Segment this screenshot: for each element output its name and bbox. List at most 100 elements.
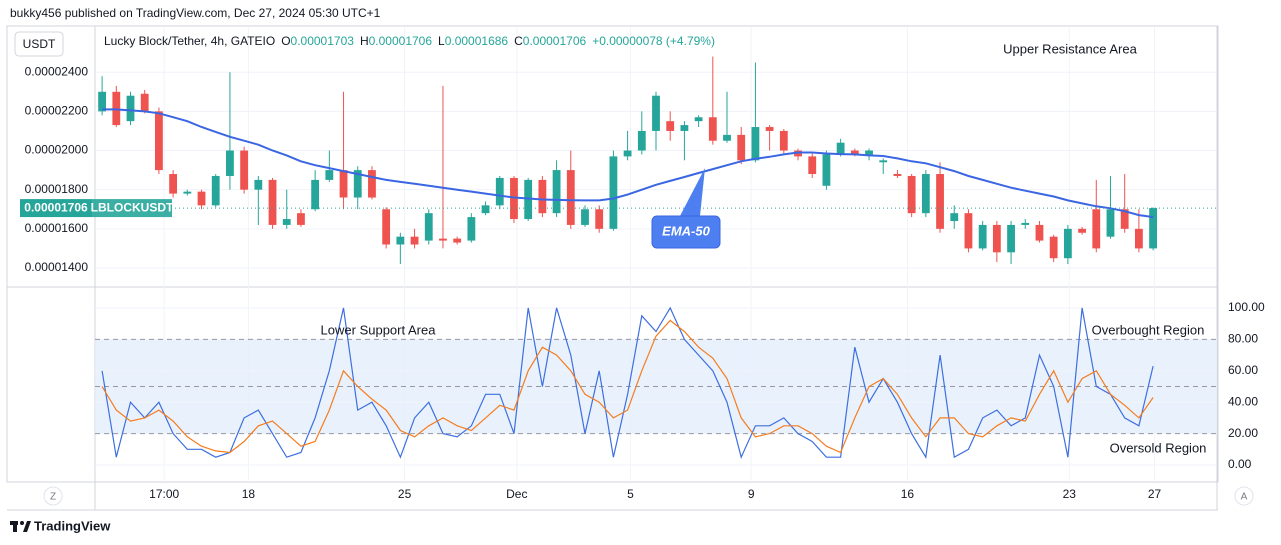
candle-body <box>297 213 305 225</box>
legend: Lucky Block/Tether, 4h, GATEIO O 0.0000170… <box>104 34 715 48</box>
logo-part <box>20 521 24 525</box>
candle-body <box>907 175 916 214</box>
candle-body <box>1021 222 1030 225</box>
price-badge <box>20 199 92 218</box>
y-tick-label: 0.00 <box>1228 457 1252 471</box>
y-tick-label: 0.00001800 <box>25 182 89 196</box>
ticker-label: LBLOCKUSDT <box>91 200 174 214</box>
callout-box <box>651 215 721 249</box>
legend-item: L <box>438 34 445 48</box>
candle-body <box>1149 208 1157 249</box>
legend-item: C <box>514 34 523 48</box>
annotation: Lower Support Area <box>321 322 437 337</box>
candle-body <box>1078 228 1086 233</box>
x-tick-label: 27 <box>1148 487 1162 501</box>
candle-body <box>737 134 746 161</box>
y-tick-label: 0.00002400 <box>25 64 89 78</box>
currency-box[interactable] <box>14 31 64 57</box>
y-tick-label: 0.00002000 <box>25 143 89 157</box>
candle-body <box>779 130 788 151</box>
legend-item: O <box>281 34 290 48</box>
candle-body <box>680 125 689 131</box>
price-badge-label: 0.00001706 <box>24 200 88 214</box>
candle-body <box>1134 228 1143 249</box>
legend-item: 0.00001706 <box>523 34 587 48</box>
grid-layer <box>95 27 1217 482</box>
timezone-button[interactable] <box>43 486 63 506</box>
candle-body <box>538 179 547 214</box>
candle-body <box>240 150 249 190</box>
candle-body <box>382 209 391 245</box>
y-tick-label: 20.00 <box>1228 426 1258 440</box>
candle-body <box>566 170 575 225</box>
x-tick-label: 9 <box>748 487 755 501</box>
candle-body <box>964 213 973 249</box>
candle-body <box>893 174 902 176</box>
candle-body <box>140 93 149 112</box>
auto-scale-label[interactable]: A <box>1241 492 1248 503</box>
candle-body <box>424 213 433 241</box>
candle-body <box>197 191 206 206</box>
candle-body <box>808 156 817 175</box>
callout-label: EMA-50 <box>662 223 710 238</box>
legend-item: Lucky Block/Tether, 4h, GATEIO <box>104 34 275 48</box>
y-tick-label: 80.00 <box>1228 332 1258 346</box>
candle-body <box>254 179 263 190</box>
candle-body <box>98 91 107 112</box>
candle-body <box>992 224 1001 253</box>
ema-line <box>102 108 1154 219</box>
annotation: Overbought Region <box>1092 322 1205 337</box>
candle-body <box>325 170 334 180</box>
candle-body <box>467 217 476 241</box>
candle-body <box>836 142 845 155</box>
logo-part <box>13 521 17 532</box>
auto-scale-button[interactable] <box>1234 486 1254 506</box>
candle-body <box>1092 209 1101 249</box>
candle-body <box>609 156 618 229</box>
x-tick-label: 16 <box>901 487 915 501</box>
candle-body <box>694 117 703 122</box>
candle-body <box>453 238 462 243</box>
ticker-badge <box>92 199 172 218</box>
publish-info: bukky456 published on TradingView.com, D… <box>10 6 381 20</box>
legend-item: H <box>360 34 369 48</box>
candle-body <box>865 150 873 155</box>
oscillator-line <box>101 306 1154 459</box>
candle-body <box>410 236 419 245</box>
candle-body <box>950 213 959 222</box>
candle-body <box>1049 236 1058 259</box>
candle-body <box>765 127 774 131</box>
candle-body <box>723 134 731 141</box>
candle-body <box>921 174 930 214</box>
candle-body <box>850 150 859 155</box>
candle-body <box>368 170 376 198</box>
logo-part <box>23 521 31 532</box>
x-tick-label: 5 <box>627 487 634 501</box>
candle-body <box>552 170 561 214</box>
marks-layer <box>95 56 1217 459</box>
candle-body <box>637 130 646 151</box>
candle-body <box>481 205 490 214</box>
legend-item: 0.00001686 <box>445 34 509 48</box>
x-tick-label: 23 <box>1063 487 1077 501</box>
candle-body <box>169 174 178 194</box>
currency[interactable]: USDT <box>23 37 56 51</box>
candle-body <box>595 209 604 229</box>
x-tick-label: Dec <box>506 487 527 501</box>
x-tick-label: 18 <box>242 487 256 501</box>
candle-body <box>353 170 362 198</box>
y-tick-label: 0.00001600 <box>25 221 89 235</box>
y-tick-label: 40.00 <box>1228 394 1258 408</box>
candle-body <box>879 160 888 163</box>
candle-body <box>339 170 348 198</box>
candle-body <box>623 150 632 157</box>
callout-pointer <box>680 168 705 216</box>
timezone-label[interactable]: Z <box>50 492 56 503</box>
x-tick-label: 25 <box>398 487 412 501</box>
candle-body <box>439 238 447 241</box>
annotation: Upper Resistance Area <box>1003 41 1137 56</box>
brand[interactable]: TradingView <box>34 518 111 533</box>
candle-body <box>495 177 504 206</box>
